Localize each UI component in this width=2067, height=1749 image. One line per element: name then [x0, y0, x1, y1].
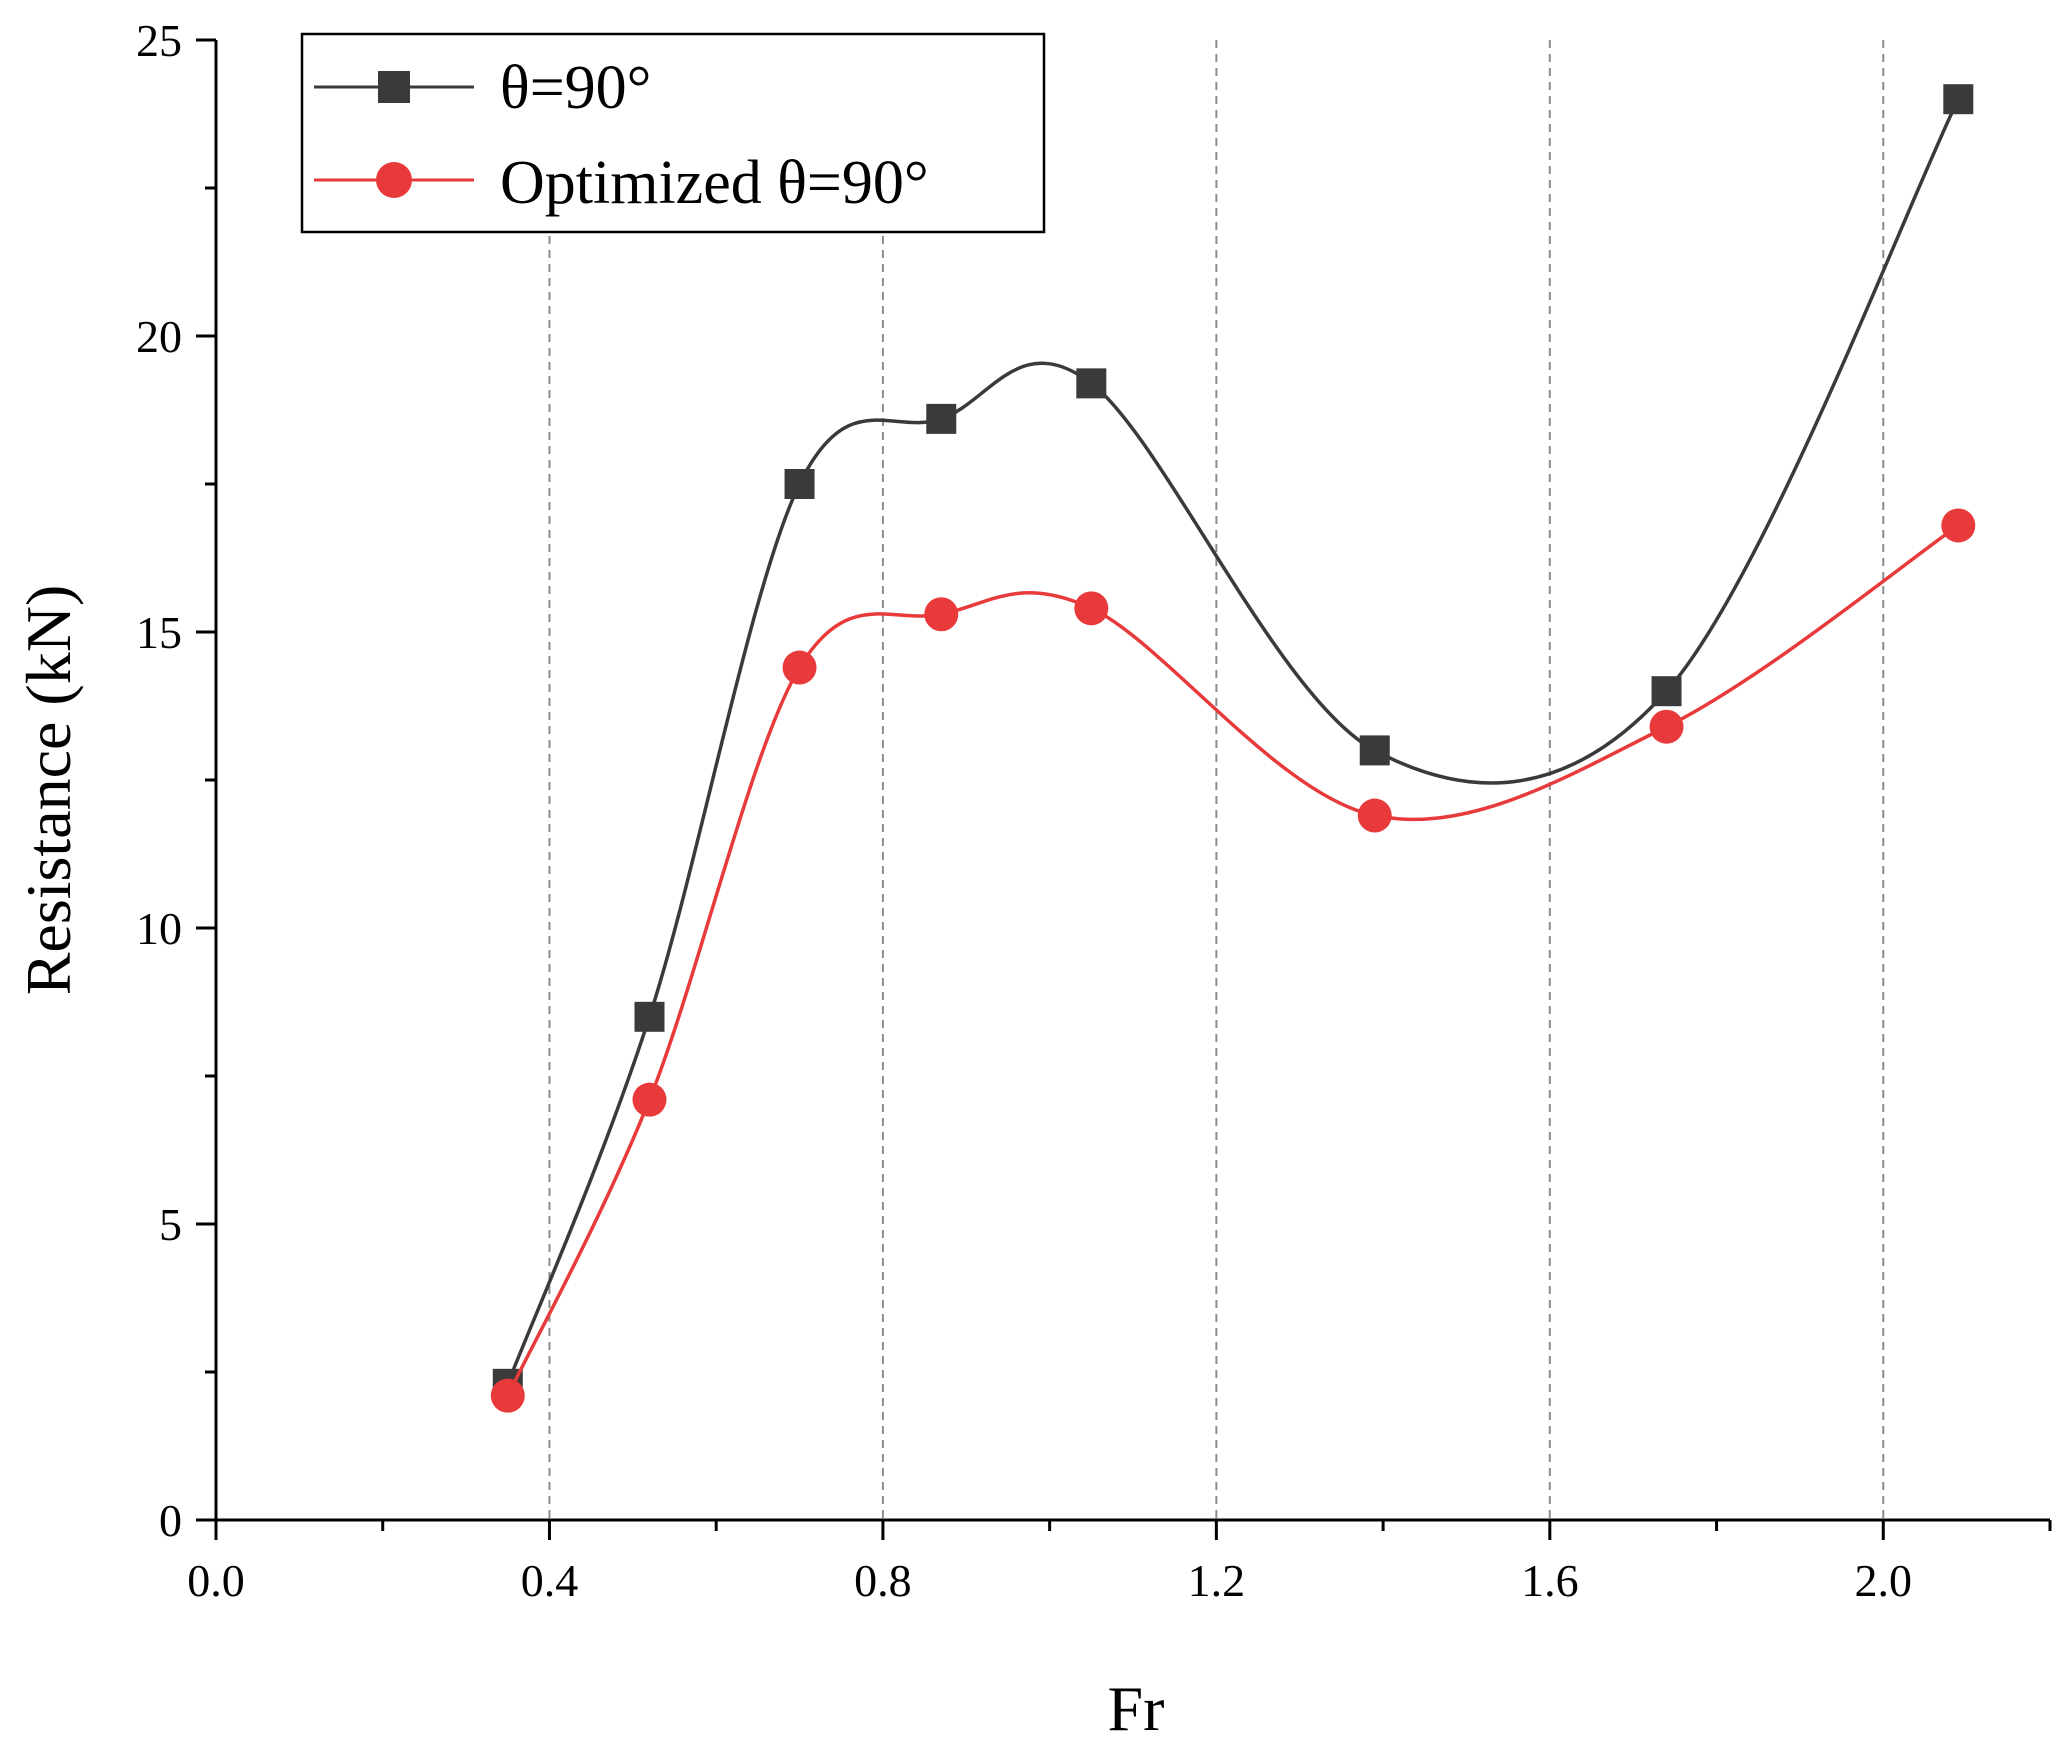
- data-point-circle: [924, 597, 959, 632]
- data-point-circle: [632, 1082, 667, 1117]
- x-tick-label: 2.0: [1855, 1555, 1913, 1606]
- y-axis-title: Resistance (kN): [13, 585, 84, 996]
- legend-label-series-1: θ=90°: [500, 54, 651, 122]
- series-line-1: [506, 98, 1960, 1385]
- legend-marker-circle: [376, 162, 412, 198]
- x-tick-label: 1.2: [1188, 1555, 1246, 1606]
- data-point-circle: [1941, 508, 1976, 543]
- legend: θ=90° Optimized θ=90°: [300, 32, 1046, 234]
- data-point-circle: [1357, 798, 1392, 833]
- data-point-square: [1076, 368, 1107, 399]
- series: [490, 84, 1976, 1413]
- x-axis-title: Fr: [1108, 1673, 1165, 1744]
- x-tick-label: 0.8: [854, 1555, 912, 1606]
- y-tick-label: 25: [136, 15, 182, 66]
- legend-label-series-2: Optimized θ=90°: [500, 149, 929, 217]
- legend-marker-square: [378, 71, 410, 103]
- data-point-square: [926, 403, 957, 434]
- x-tick-label: 1.6: [1521, 1555, 1579, 1606]
- data-point-circle: [1649, 709, 1684, 744]
- legend-box: [300, 32, 1046, 234]
- data-point-circle: [490, 1378, 525, 1413]
- y-tick-label: 20: [136, 311, 182, 362]
- data-point-square: [784, 469, 815, 499]
- y-tick-label: 15: [136, 607, 182, 658]
- gridlines: [548, 40, 1885, 1520]
- data-point-square: [1359, 735, 1390, 766]
- y-tick-label: 10: [136, 903, 182, 954]
- data-point-circle: [782, 650, 817, 685]
- y-tick-label: 5: [159, 1199, 182, 1250]
- y-tick-label: 0: [159, 1495, 182, 1546]
- data-point-square: [634, 1001, 665, 1032]
- data-point-circle: [1074, 591, 1109, 626]
- x-tick-label: 0.4: [521, 1555, 579, 1606]
- data-point-square: [1943, 84, 1974, 115]
- series-line-2: [506, 523, 1960, 1397]
- x-tick-label: 0.0: [187, 1555, 245, 1606]
- data-point-square: [1651, 676, 1682, 707]
- axes: 0.0 0.4 0.8 1.2 1.6 2.0 0 5 10 15 20 25: [136, 15, 2052, 1606]
